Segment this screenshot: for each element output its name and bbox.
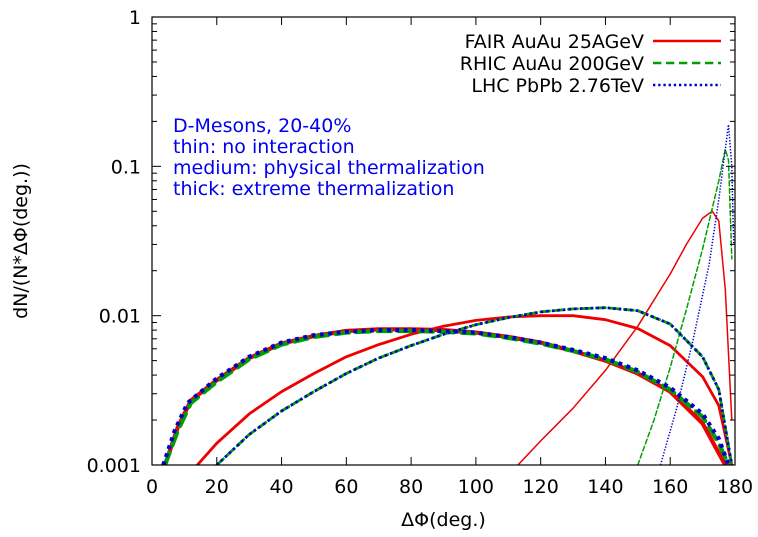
legend-label: LHC PbPb 2.76TeV — [471, 75, 644, 97]
plot-curves — [161, 123, 735, 465]
annotation-block: D-Mesons, 20-40%thin: no interactionmedi… — [173, 115, 485, 200]
series-line-3-2 — [215, 306, 734, 465]
series-line-1-1 — [517, 210, 733, 465]
x-tick-label: 120 — [523, 476, 559, 498]
plot-frame — [151, 16, 736, 466]
x-tick-label: 160 — [652, 476, 688, 498]
series-line-3-3 — [161, 328, 731, 465]
y-tick-label: 0.01 — [99, 306, 141, 328]
series-line-3-1 — [659, 123, 735, 465]
x-tick-label: 140 — [587, 476, 623, 498]
annotation-line: thick: extreme thermalization — [173, 178, 454, 200]
y-tick-label: 1 — [129, 7, 141, 29]
legend-label: FAIR AuAu 25AGeV — [465, 31, 644, 53]
y-tick-label: 0.1 — [111, 156, 141, 178]
annotation-line: medium: physical thermalization — [173, 157, 485, 179]
x-tick-label: 40 — [269, 476, 293, 498]
annotation-line: thin: no interaction — [173, 136, 355, 158]
x-tick-label: 20 — [205, 476, 229, 498]
annotation-line: D-Mesons, 20-40% — [173, 115, 351, 137]
x-tick-label: 80 — [399, 476, 423, 498]
y-axis-title: dN/(N*ΔΦ(deg.)) — [10, 163, 32, 319]
series-line-1-2 — [195, 314, 734, 465]
x-tick-label: 180 — [717, 476, 753, 498]
x-axis-title: ΔΦ(deg.) — [401, 509, 486, 531]
x-tick-label: 60 — [334, 476, 358, 498]
y-tick-label: 0.001 — [87, 455, 141, 477]
legend-label: RHIC AuAu 200GeV — [460, 53, 644, 75]
series-line-1-3 — [162, 327, 728, 465]
y-axis: 0.001 0.01 0.1 1 — [87, 7, 735, 477]
x-axis: 0 20 40 60 80 100 120 140 160 180 — [146, 17, 753, 498]
x-tick-label: 0 — [146, 476, 158, 498]
series-line-2-1 — [637, 148, 733, 465]
x-tick-label: 100 — [458, 476, 494, 498]
series-line-2-3 — [162, 328, 731, 465]
